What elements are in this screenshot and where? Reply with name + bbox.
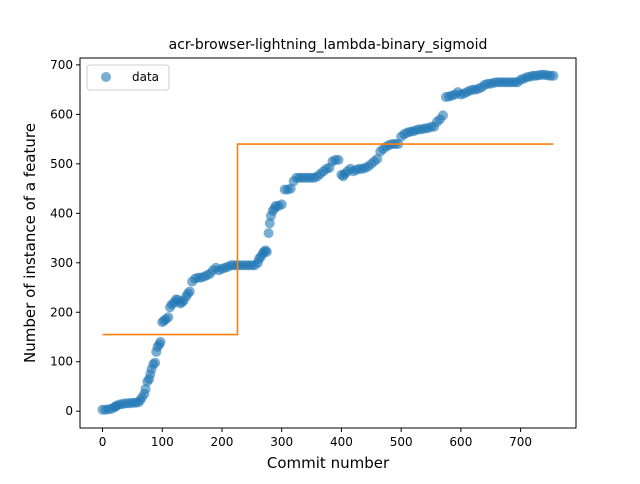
y-tick-label: 600 bbox=[50, 107, 73, 121]
legend-box bbox=[86, 64, 170, 91]
data-point bbox=[263, 228, 274, 239]
y-tick-label: 500 bbox=[50, 157, 73, 171]
data-point bbox=[437, 110, 448, 121]
plot-frame bbox=[79, 57, 577, 429]
y-tick-label: 200 bbox=[50, 305, 73, 319]
plot-area bbox=[97, 69, 559, 415]
data-point bbox=[155, 336, 166, 347]
x-tick-label: 0 bbox=[99, 435, 107, 449]
x-tick-label: 600 bbox=[449, 435, 472, 449]
x-tick-label: 300 bbox=[270, 435, 293, 449]
x-tick-label: 500 bbox=[390, 435, 413, 449]
data-point bbox=[163, 312, 174, 323]
x-tick-label: 400 bbox=[330, 435, 353, 449]
data-point bbox=[548, 70, 559, 81]
y-tick-label: 100 bbox=[50, 355, 73, 369]
y-axis-label: Number of instance of a feature bbox=[21, 123, 39, 363]
legend-label-data: data bbox=[132, 70, 159, 84]
x-tick-label: 700 bbox=[509, 435, 532, 449]
data-point bbox=[264, 218, 275, 229]
chart-title: acr-browser-lightning_lambda-binary_sigm… bbox=[169, 37, 488, 53]
legend-marker-data bbox=[101, 72, 111, 82]
legend: data bbox=[86, 64, 170, 91]
axes: 0 100 200 300 400 500 600 700 0 100 200 300 400 500 60… bbox=[50, 58, 532, 449]
data-point bbox=[261, 246, 272, 257]
fit-line bbox=[102, 143, 554, 336]
data-point bbox=[150, 357, 161, 368]
x-axis-label: Commit number bbox=[267, 454, 390, 472]
y-tick-label: 700 bbox=[50, 58, 73, 72]
data-point bbox=[184, 286, 195, 297]
y-tick-label: 300 bbox=[50, 256, 73, 270]
y-tick-label: 0 bbox=[65, 404, 73, 418]
y-tick-label: 400 bbox=[50, 206, 73, 220]
x-tick-label: 200 bbox=[211, 435, 234, 449]
data-point bbox=[333, 154, 344, 165]
data-point bbox=[276, 199, 287, 210]
x-tick-label: 100 bbox=[151, 435, 174, 449]
